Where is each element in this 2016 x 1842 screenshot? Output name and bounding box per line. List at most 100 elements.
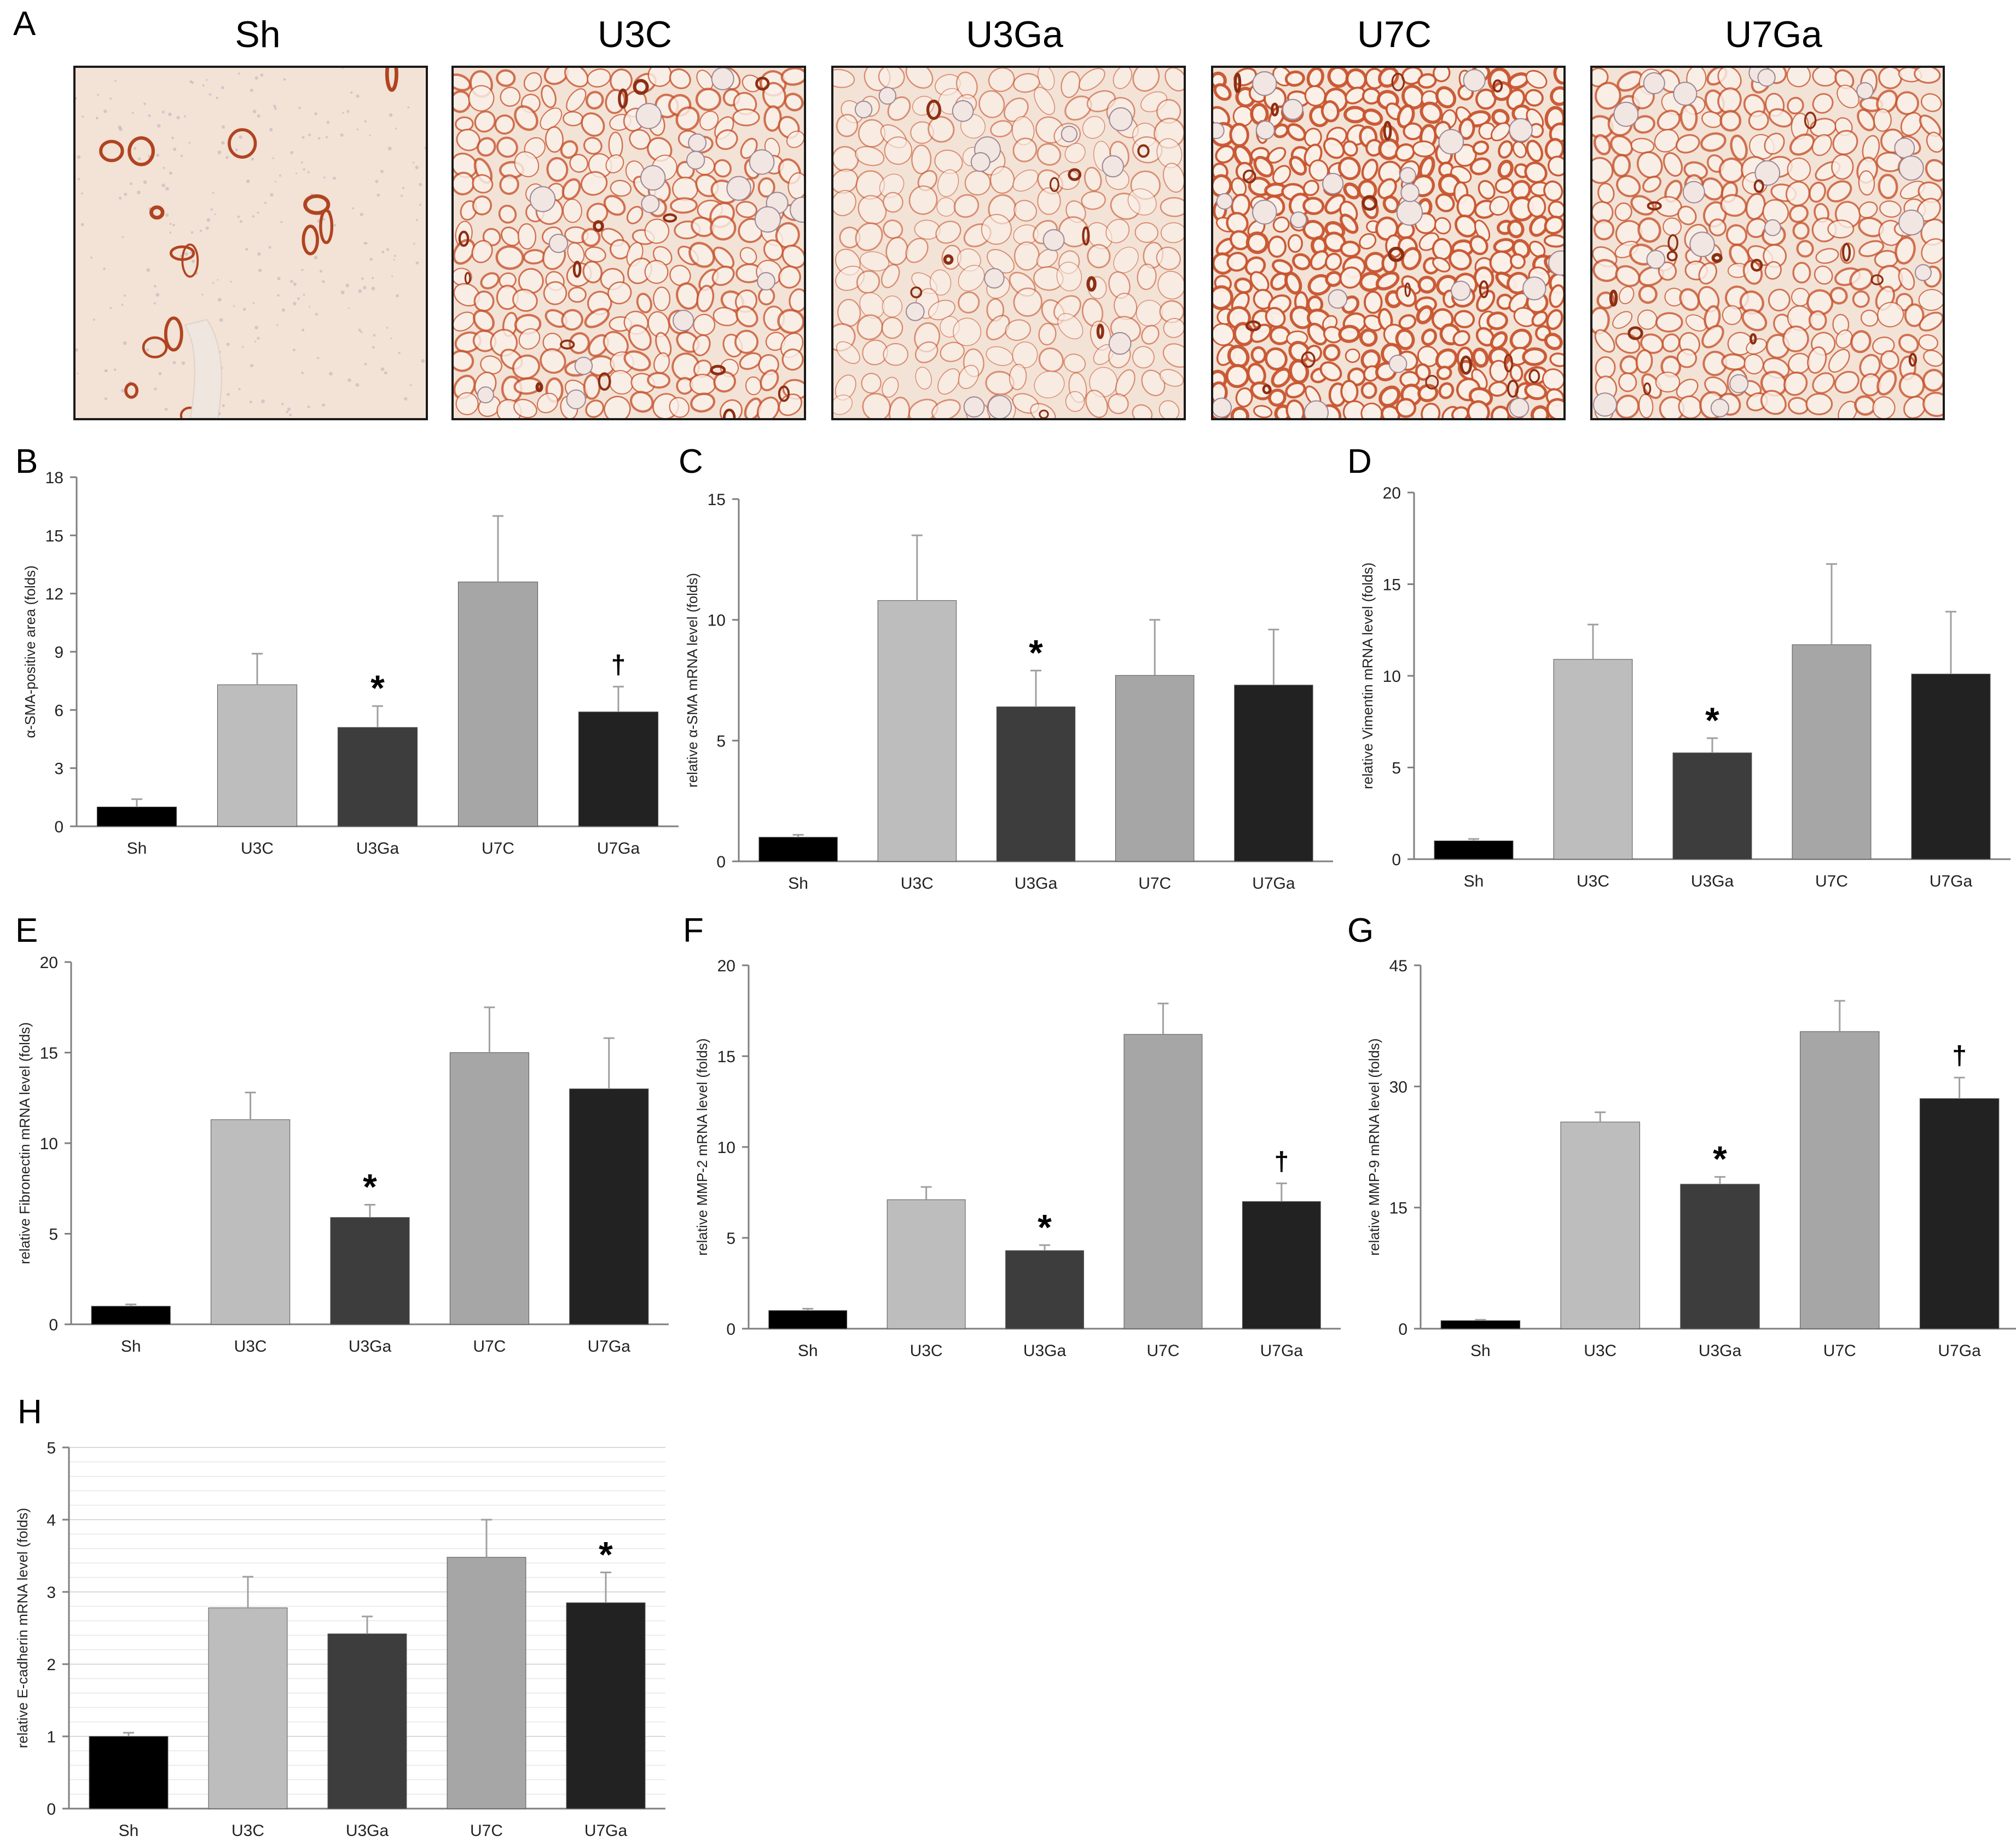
tubule-outline xyxy=(1063,354,1086,373)
vessel-stain xyxy=(228,128,257,159)
cell-nucleus xyxy=(315,312,318,316)
histology-image-u3c xyxy=(451,66,806,420)
x-tick-label: Sh xyxy=(127,839,147,858)
panel-letter-a: A xyxy=(13,5,36,43)
cell-nucleus xyxy=(272,157,274,159)
glomerulus xyxy=(1613,101,1639,127)
error-bar-u7c xyxy=(1149,619,1161,676)
tubule-outline xyxy=(1165,68,1184,92)
cell-nucleus xyxy=(264,201,267,204)
tubule-outline xyxy=(940,341,965,362)
tubule-outline xyxy=(1506,88,1526,111)
cell-nucleus xyxy=(364,120,367,123)
bar-u7ga xyxy=(569,1088,649,1325)
cell-nucleus xyxy=(421,359,425,363)
cell-nucleus xyxy=(161,111,165,114)
tubule-outline xyxy=(1832,130,1858,155)
tubule-outline xyxy=(474,111,496,133)
glomerulus xyxy=(1522,276,1546,300)
glomerulus xyxy=(1729,374,1749,393)
bar-u3ga xyxy=(1680,1184,1760,1329)
vessel-stain xyxy=(1039,409,1049,418)
tubule-outline xyxy=(986,346,1013,366)
tubule-outline xyxy=(1764,261,1782,280)
bar-u3ga xyxy=(1005,1250,1084,1329)
tubule-outline xyxy=(1903,396,1926,418)
tubule-outline xyxy=(1741,309,1768,332)
bar-u7c xyxy=(1115,675,1195,862)
cell-nucleus xyxy=(302,136,305,139)
cell-nucleus xyxy=(356,128,359,131)
tubule-outline xyxy=(986,315,1010,340)
tubule-outline xyxy=(1654,129,1679,153)
vessel-stain xyxy=(535,382,543,392)
tubule-outline xyxy=(1137,263,1157,290)
tubule-outline xyxy=(1036,248,1058,269)
error-bar-u3ga xyxy=(364,1204,375,1218)
cell-nucleus xyxy=(241,346,244,349)
tubule-outline xyxy=(500,86,521,107)
tubule-outline xyxy=(1337,157,1361,181)
tubule-outline xyxy=(710,215,737,241)
cell-nucleus xyxy=(372,346,375,349)
vessel-stain xyxy=(1507,380,1519,398)
tubule-outline xyxy=(494,114,515,135)
tubule-outline xyxy=(1449,249,1472,271)
tubule-outline xyxy=(937,368,960,395)
cell-nucleus xyxy=(137,190,141,195)
tubule-outline xyxy=(1549,352,1563,367)
error-bar-sh xyxy=(131,798,142,807)
vessel-stain xyxy=(1362,195,1378,211)
tubule-outline xyxy=(1852,290,1870,308)
cell-nucleus xyxy=(286,410,289,414)
tubule-outline xyxy=(958,291,980,314)
tubule-outline xyxy=(514,105,538,131)
tubule-outline xyxy=(1610,135,1633,157)
error-bar-u3ga xyxy=(372,705,383,728)
tubule-outline xyxy=(1302,219,1325,240)
vessel-stain xyxy=(1137,144,1150,158)
tubule-outline xyxy=(1226,252,1248,272)
bar-sh xyxy=(96,807,177,827)
tubule-outline xyxy=(454,73,472,91)
tubule-outline xyxy=(1013,200,1037,222)
x-tick-label: Sh xyxy=(121,1337,141,1356)
vessel-stain xyxy=(1271,102,1279,117)
tubule-outline xyxy=(1792,222,1810,240)
tubule-outline xyxy=(1363,365,1380,382)
tubule-outline xyxy=(1421,328,1437,346)
tubule-outline xyxy=(1064,142,1086,164)
tubule-outline xyxy=(757,177,775,198)
cell-nucleus xyxy=(308,134,311,137)
tubule-outline xyxy=(1213,323,1235,346)
tubule-outline xyxy=(1872,396,1896,418)
tubule-outline xyxy=(1838,401,1858,418)
y-axis-label: relative Fibronectin mRNA level (folds) xyxy=(16,1022,33,1264)
cell-nucleus xyxy=(212,282,215,284)
tubule-outline xyxy=(1900,112,1923,136)
tubule-outline xyxy=(1382,195,1400,213)
cell-nucleus xyxy=(277,276,281,281)
glomerulus xyxy=(878,86,897,105)
tubule-outline xyxy=(543,281,567,305)
tubule-outline xyxy=(862,339,888,366)
tubule-outline xyxy=(1284,70,1305,87)
tubule-outline xyxy=(711,265,735,286)
tubule-outline xyxy=(1661,333,1681,352)
cell-nucleus xyxy=(391,275,393,277)
panel-letter-h: H xyxy=(18,1393,42,1431)
x-tick-label: U7C xyxy=(482,839,514,858)
tubule-outline xyxy=(1416,305,1434,325)
y-tick-label: 10 xyxy=(708,612,726,630)
tubule-outline xyxy=(1544,333,1563,350)
cell-nucleus xyxy=(134,147,137,150)
tubule-outline xyxy=(1677,205,1697,225)
cell-nucleus xyxy=(363,286,367,289)
tubule-outline xyxy=(1768,288,1791,311)
cell-nucleus xyxy=(188,142,191,144)
cell-nucleus xyxy=(76,348,78,352)
error-bar-sh xyxy=(125,1304,137,1306)
bar-sh xyxy=(89,1736,169,1809)
cell-nucleus xyxy=(77,155,81,159)
vessel-stain xyxy=(663,213,677,223)
